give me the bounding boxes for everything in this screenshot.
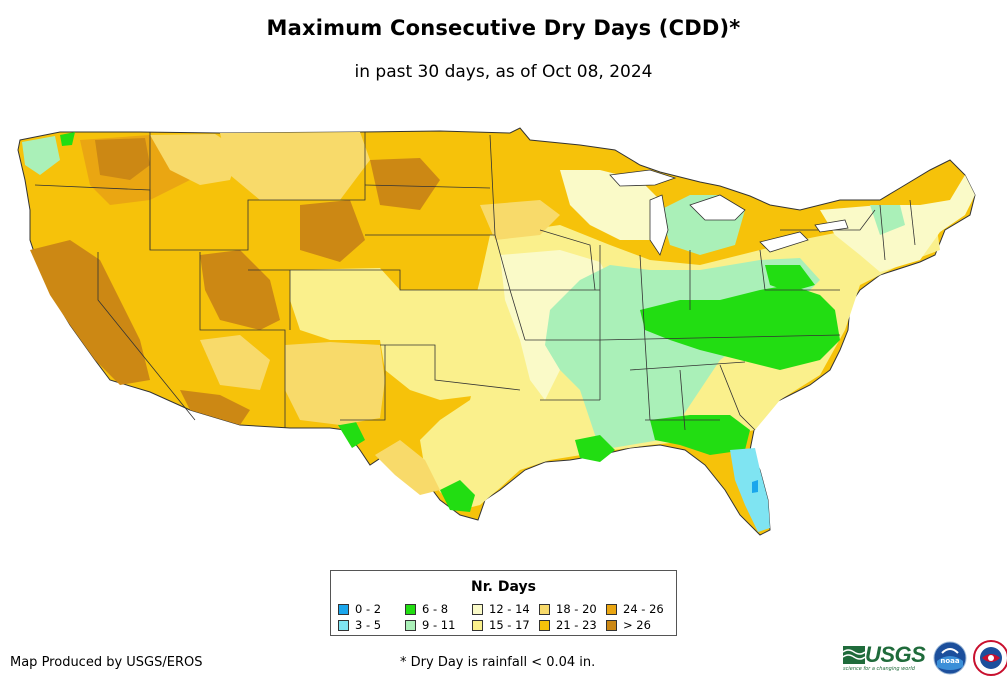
legend: Nr. Days 0 - 2 3 - 5 6 - 8 9 - 11 12 - 1… <box>330 570 677 636</box>
legend-item: 0 - 2 <box>338 601 405 617</box>
legend-swatch <box>606 603 617 615</box>
legend-swatch <box>338 603 349 615</box>
great-lakes <box>609 169 849 256</box>
legend-swatch <box>539 603 550 615</box>
svg-text:noaa: noaa <box>941 657 961 665</box>
map-credit: Map Produced by USGS/EROS <box>10 655 203 670</box>
legend-item: 18 - 20 <box>539 601 606 617</box>
legend-item: 3 - 5 <box>338 617 405 633</box>
legend-item: 15 - 17 <box>472 617 539 633</box>
us-dry-days-map <box>17 127 976 536</box>
agency-logos: USGS science for a changing world noaa <box>843 640 1007 676</box>
dry-day-footnote: * Dry Day is rainfall < 0.04 in. <box>400 655 596 670</box>
legend-swatch <box>472 603 483 615</box>
legend-grid: 0 - 2 3 - 5 6 - 8 9 - 11 12 - 14 15 - 17… <box>338 601 673 633</box>
legend-item: 6 - 8 <box>405 601 472 617</box>
usgs-wave-icon <box>843 645 865 664</box>
legend-item: 24 - 26 <box>606 601 673 617</box>
legend-item: 9 - 11 <box>405 617 472 633</box>
legend-swatch <box>606 619 617 631</box>
nws-logo-icon <box>973 640 1007 676</box>
map-title: Maximum Consecutive Dry Days (CDD)* <box>266 16 741 40</box>
legend-swatch <box>472 619 483 631</box>
legend-item: 12 - 14 <box>472 601 539 617</box>
legend-title: Nr. Days <box>471 579 536 595</box>
state-boundaries <box>34 132 916 431</box>
legend-swatch <box>405 603 416 615</box>
legend-swatch <box>338 619 349 631</box>
usgs-logo: USGS science for a changing world <box>843 641 926 672</box>
legend-item: 21 - 23 <box>539 617 606 633</box>
legend-swatch <box>405 619 416 631</box>
legend-item: > 26 <box>606 617 673 633</box>
noaa-logo-icon: noaa <box>933 641 967 675</box>
map-subtitle: in past 30 days, as of Oct 08, 2024 <box>354 62 653 82</box>
legend-swatch <box>539 619 550 631</box>
